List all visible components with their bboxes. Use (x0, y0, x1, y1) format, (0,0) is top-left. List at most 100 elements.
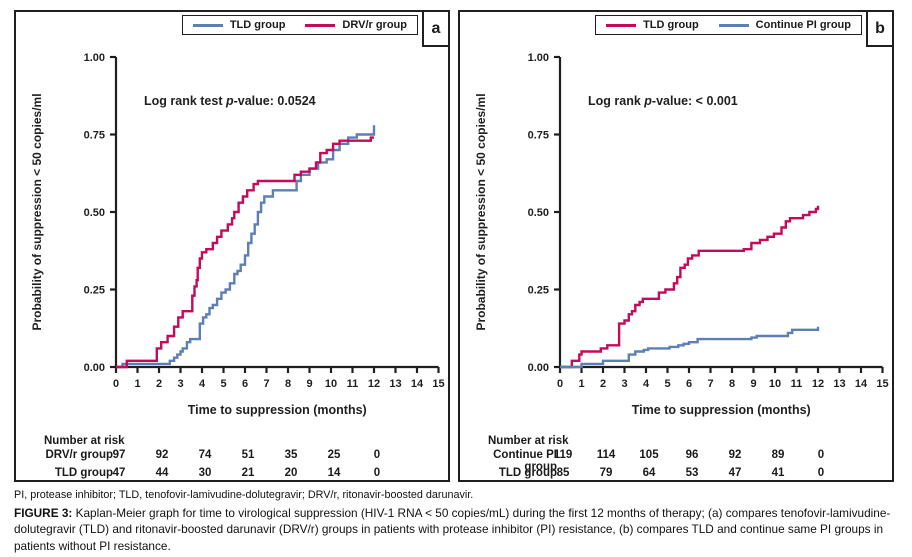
x-tick-label: 5 (220, 378, 226, 390)
x-tick-label: 7 (263, 378, 269, 390)
y-tick-label: 0.50 (528, 207, 549, 219)
km-curve-tld-group (116, 125, 376, 369)
risk-value: 96 (685, 449, 699, 461)
risk-value: 97 (112, 449, 126, 461)
legend-label: TLD group (229, 19, 286, 31)
risk-value: 53 (685, 467, 699, 479)
x-tick-label: 14 (411, 378, 424, 390)
risk-value: 92 (728, 449, 742, 461)
x-axis-title: Time to suppression (months) (632, 403, 811, 417)
log-rank-annotation: Log rank p-value: < 0.001 (588, 94, 738, 108)
risk-value: 44 (155, 467, 169, 479)
risk-value: 47 (112, 467, 126, 479)
x-tick-label: 1 (134, 378, 140, 390)
x-tick-label: 11 (791, 378, 803, 390)
x-tick-label: 11 (347, 378, 359, 390)
x-tick-label: 3 (621, 378, 627, 390)
y-tick-label: 0.50 (84, 207, 105, 219)
risk-table-row: TLD group 47 44 30 21 20 14 0 (16, 467, 448, 481)
risk-table-title: Number at risk (44, 435, 125, 447)
x-tick-label: 0 (557, 378, 563, 390)
risk-table-row: TLD group 85 79 64 53 47 41 0 (460, 467, 892, 481)
annotation-suffix: -value: 0.0524 (234, 94, 316, 108)
km-chart-b: 0.000.250.500.751.000 1 2 3 4 5 6 7 8 9 10 11 12 13 14… (474, 52, 889, 417)
number-at-risk-table-a: Number at risk DRV/r group 97 92 74 51 35 25 0 TL… (16, 435, 448, 481)
y-tick-label: 0.75 (528, 130, 549, 142)
km-panel-a: TLD group DRV/r group a 0.00 0.25 0.50 0.75 1… (14, 10, 450, 482)
risk-value: 25 (327, 449, 341, 461)
km-curve-drv-r-group (116, 136, 374, 369)
risk-value: 79 (599, 467, 613, 479)
x-tick-label: 5 (664, 378, 670, 390)
y-tick-label: 0.00 (528, 362, 549, 374)
risk-value: 89 (771, 449, 785, 461)
risk-row-label: Continue PI group (493, 449, 557, 473)
panel-letter-a: a (422, 10, 450, 47)
x-tick-label: 8 (285, 378, 291, 390)
annotation-prefix: Log rank (588, 94, 644, 108)
x-tick-label: 8 (729, 378, 735, 390)
risk-value: 64 (642, 467, 656, 479)
x-tick-label: 3 (177, 378, 183, 390)
annotation-prefix: Log rank test (144, 94, 226, 108)
risk-value: 35 (284, 449, 298, 461)
risk-table-title: Number at risk (488, 435, 569, 447)
y-tick-label: 0.00 (84, 362, 105, 374)
legend-panel-b: TLD group Continue PI group (595, 15, 862, 35)
x-tick-label: 9 (750, 378, 756, 390)
axes (110, 55, 440, 373)
figure-footnote: PI, protease inhibitor; TLD, tenofovir-l… (14, 489, 474, 501)
caption-text: Kaplan-Meier graph for time to virologic… (14, 506, 891, 553)
panel-letter-b: b (866, 10, 894, 47)
y-tick-label: 0.25 (528, 285, 549, 297)
risk-value: 21 (241, 467, 255, 479)
x-tick-label: 13 (389, 378, 401, 390)
km-panel-b: TLD group Continue PI group b 0.00 0.25 0.5… (458, 10, 894, 482)
x-tick-label: 15 (876, 378, 888, 390)
x-tick-label: 13 (833, 378, 845, 390)
risk-value: 41 (771, 467, 785, 479)
risk-table-row: DRV/r group 97 92 74 51 35 25 0 (16, 449, 448, 463)
x-tick-label: 0 (113, 378, 119, 390)
risk-row-label: TLD group (498, 467, 557, 479)
x-tick-label: 9 (306, 378, 312, 390)
km-chart-a: 0.000.250.500.751.000 1 2 3 4 5 6 7 8 9 10 11 12 13 14… (30, 52, 445, 417)
legend-item: TLD group (606, 19, 699, 31)
x-axis-title: Time to suppression (months) (188, 403, 367, 417)
legend-item: Continue PI group (718, 19, 851, 31)
km-curve-tld-group (560, 205, 820, 369)
caption-label: FIGURE 3: (14, 506, 73, 520)
risk-value: 47 (728, 467, 742, 479)
y-axis-title: Probability of suppression < 50 copies/m… (30, 93, 44, 330)
annotation-suffix: -value: < 0.001 (652, 94, 738, 108)
legend-item: TLD group (192, 19, 286, 31)
x-tick-label: 14 (855, 378, 868, 390)
log-rank-annotation: Log rank test p-value: 0.0524 (144, 94, 316, 108)
risk-row-label: TLD group (54, 467, 113, 479)
km-panels-row: TLD group DRV/r group a 0.00 0.25 0.50 0.75 1… (14, 10, 894, 482)
legend-panel-a: TLD group DRV/r group (181, 15, 418, 35)
risk-value: 85 (556, 467, 570, 479)
x-tick-label: 10 (325, 378, 337, 390)
x-tick-label: 10 (769, 378, 781, 390)
x-tick-label: 12 (368, 378, 380, 390)
x-tick-label: 7 (707, 378, 713, 390)
x-tick-label: 15 (432, 378, 444, 390)
risk-value: 74 (198, 449, 212, 461)
y-tick-label: 1.00 (84, 52, 105, 64)
axes (554, 55, 884, 373)
risk-value: 105 (639, 449, 659, 461)
risk-value: 14 (327, 467, 341, 479)
km-curve-continue-pi-group (560, 326, 820, 369)
legend-line-sample (305, 23, 336, 27)
risk-table-row: Continue PI group 119 114 105 96 92 89 0 (460, 449, 892, 473)
risk-value: 51 (241, 449, 255, 461)
legend-line-sample (606, 23, 637, 27)
risk-value: 92 (155, 449, 169, 461)
annotation-p: p (225, 94, 234, 108)
legend-line-sample (192, 23, 223, 27)
x-tick-label: 2 (156, 378, 162, 390)
legend-label: Continue PI group (755, 19, 851, 31)
x-tick-label: 1 (578, 378, 584, 390)
